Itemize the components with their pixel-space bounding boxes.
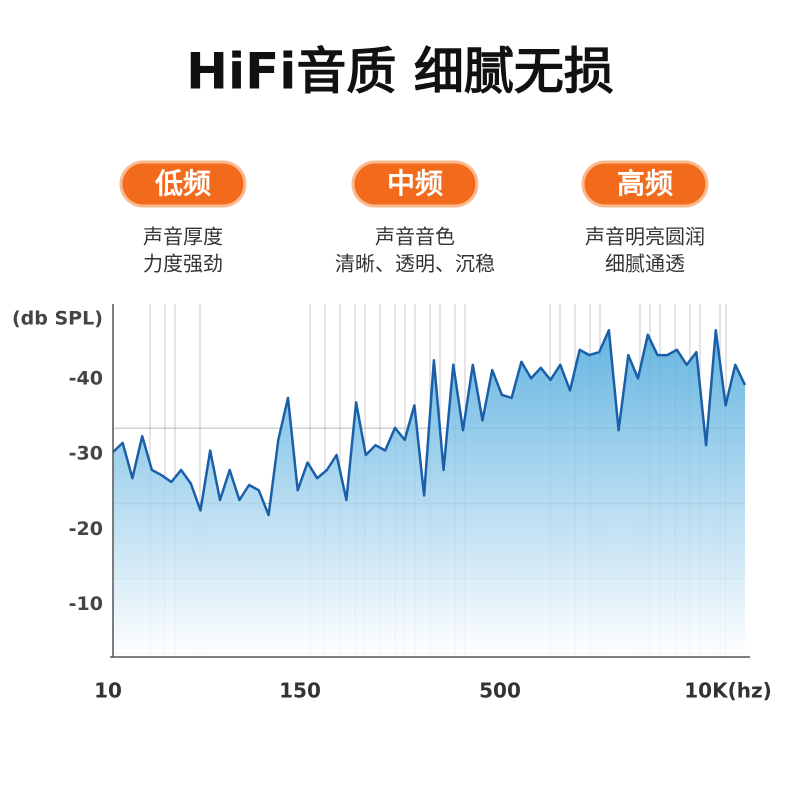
- title: HiFi音质 细腻无损: [186, 43, 614, 101]
- area-fill: [113, 330, 745, 657]
- band-pill: [119, 160, 247, 208]
- y-tick-label: -30: [69, 443, 103, 465]
- x-tick-label: 150: [279, 679, 321, 703]
- band-pill: [581, 160, 709, 208]
- band-desc: 细腻通透: [605, 252, 685, 276]
- x-tick-label: 10: [94, 679, 122, 703]
- band-label: 低频: [154, 167, 211, 200]
- y-axis-label: (db SPL): [12, 308, 103, 330]
- line: [112, 329, 747, 517]
- band-desc: 力度强劲: [143, 252, 223, 276]
- x-tick-label: 500: [479, 679, 521, 703]
- band-desc: 声音厚度: [143, 225, 223, 249]
- band-label: 中频: [387, 167, 443, 200]
- band-label: 高频: [617, 167, 673, 200]
- x-tick-label: 10K(hz): [684, 679, 772, 703]
- y-tick-label: -20: [69, 518, 103, 540]
- band-desc: 声音音色: [375, 225, 455, 249]
- band-desc: 声音明亮圆润: [585, 225, 705, 249]
- band-desc: 清晰、透明、沉稳: [335, 252, 495, 276]
- y-tick-label: -40: [69, 368, 103, 390]
- band-pill: [351, 160, 479, 208]
- y-tick-label: -10: [69, 593, 103, 615]
